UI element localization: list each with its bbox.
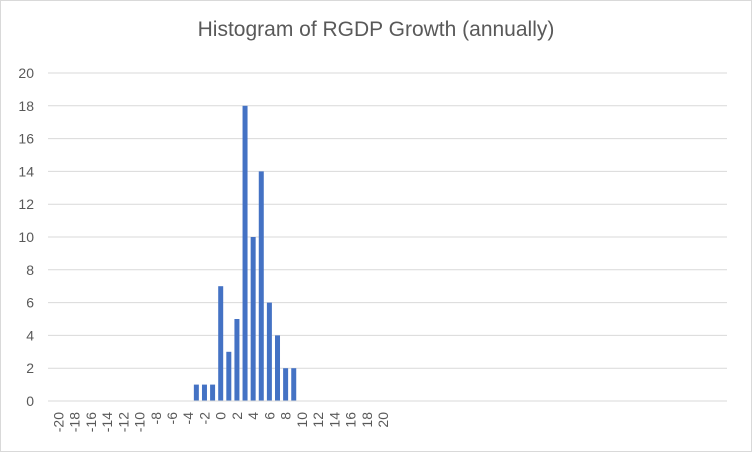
histogram-bar	[283, 368, 289, 401]
y-tick-label: 6	[26, 295, 34, 311]
x-tick-label: -10	[132, 412, 148, 432]
x-tick-label: 6	[261, 412, 277, 420]
x-tick-label: 10	[294, 412, 310, 428]
x-tick-label: -8	[148, 412, 164, 425]
x-tick-label: -16	[83, 412, 99, 432]
x-tick-label: 2	[229, 412, 245, 420]
x-tick-label: 16	[343, 412, 359, 428]
x-tick-label: -18	[67, 412, 83, 432]
histogram-bar	[266, 302, 272, 401]
x-tick-label: -14	[99, 412, 115, 432]
x-axis-tick-labels: -20 -18 -16 -14 -12 -10 -8 -6 -4 -2 0 2 4 6 8 10 12 14 16 1…	[50, 412, 391, 432]
y-tick-label: 10	[18, 229, 34, 245]
x-tick-label: -12	[115, 412, 131, 432]
bars	[193, 105, 297, 402]
histogram-bar	[275, 335, 281, 401]
y-tick-label: 20	[18, 65, 34, 81]
chart-title: Histogram of RGDP Growth (annually)	[197, 18, 555, 41]
histogram-bar	[210, 384, 216, 401]
histogram-bar	[250, 237, 256, 401]
y-tick-label: 0	[26, 393, 34, 409]
y-tick-label: 16	[18, 131, 34, 147]
x-tick-label: -4	[180, 412, 196, 425]
x-tick-label: 8	[278, 412, 294, 420]
y-tick-label: 12	[18, 196, 34, 212]
histogram-bar	[226, 351, 232, 401]
histogram-bar	[201, 384, 207, 401]
y-tick-label: 8	[26, 262, 34, 278]
x-tick-label: 20	[375, 412, 391, 428]
y-tick-label: 18	[18, 98, 34, 114]
x-tick-label: 18	[359, 412, 375, 428]
x-tick-label: 14	[326, 412, 342, 428]
histogram-bar	[258, 171, 264, 401]
y-tick-label: 2	[26, 360, 34, 376]
histogram-bar	[193, 384, 199, 401]
histogram-bar	[218, 286, 224, 401]
x-tick-label: 12	[310, 412, 326, 428]
histogram-bar	[291, 368, 297, 401]
x-tick-label: 0	[213, 412, 229, 420]
gridlines	[48, 72, 727, 369]
x-tick-label: 4	[245, 412, 261, 420]
y-axis-tick-labels: 0 2 4 6 8 10 12 14 16 18 20	[18, 65, 34, 409]
x-tick-label: -6	[164, 412, 180, 425]
y-tick-label: 14	[18, 163, 34, 179]
x-tick-label: -20	[50, 412, 66, 432]
x-tick-label: -2	[196, 412, 212, 425]
histogram-bar	[242, 105, 248, 402]
y-tick-label: 4	[26, 327, 34, 343]
histogram-bar	[234, 319, 240, 401]
